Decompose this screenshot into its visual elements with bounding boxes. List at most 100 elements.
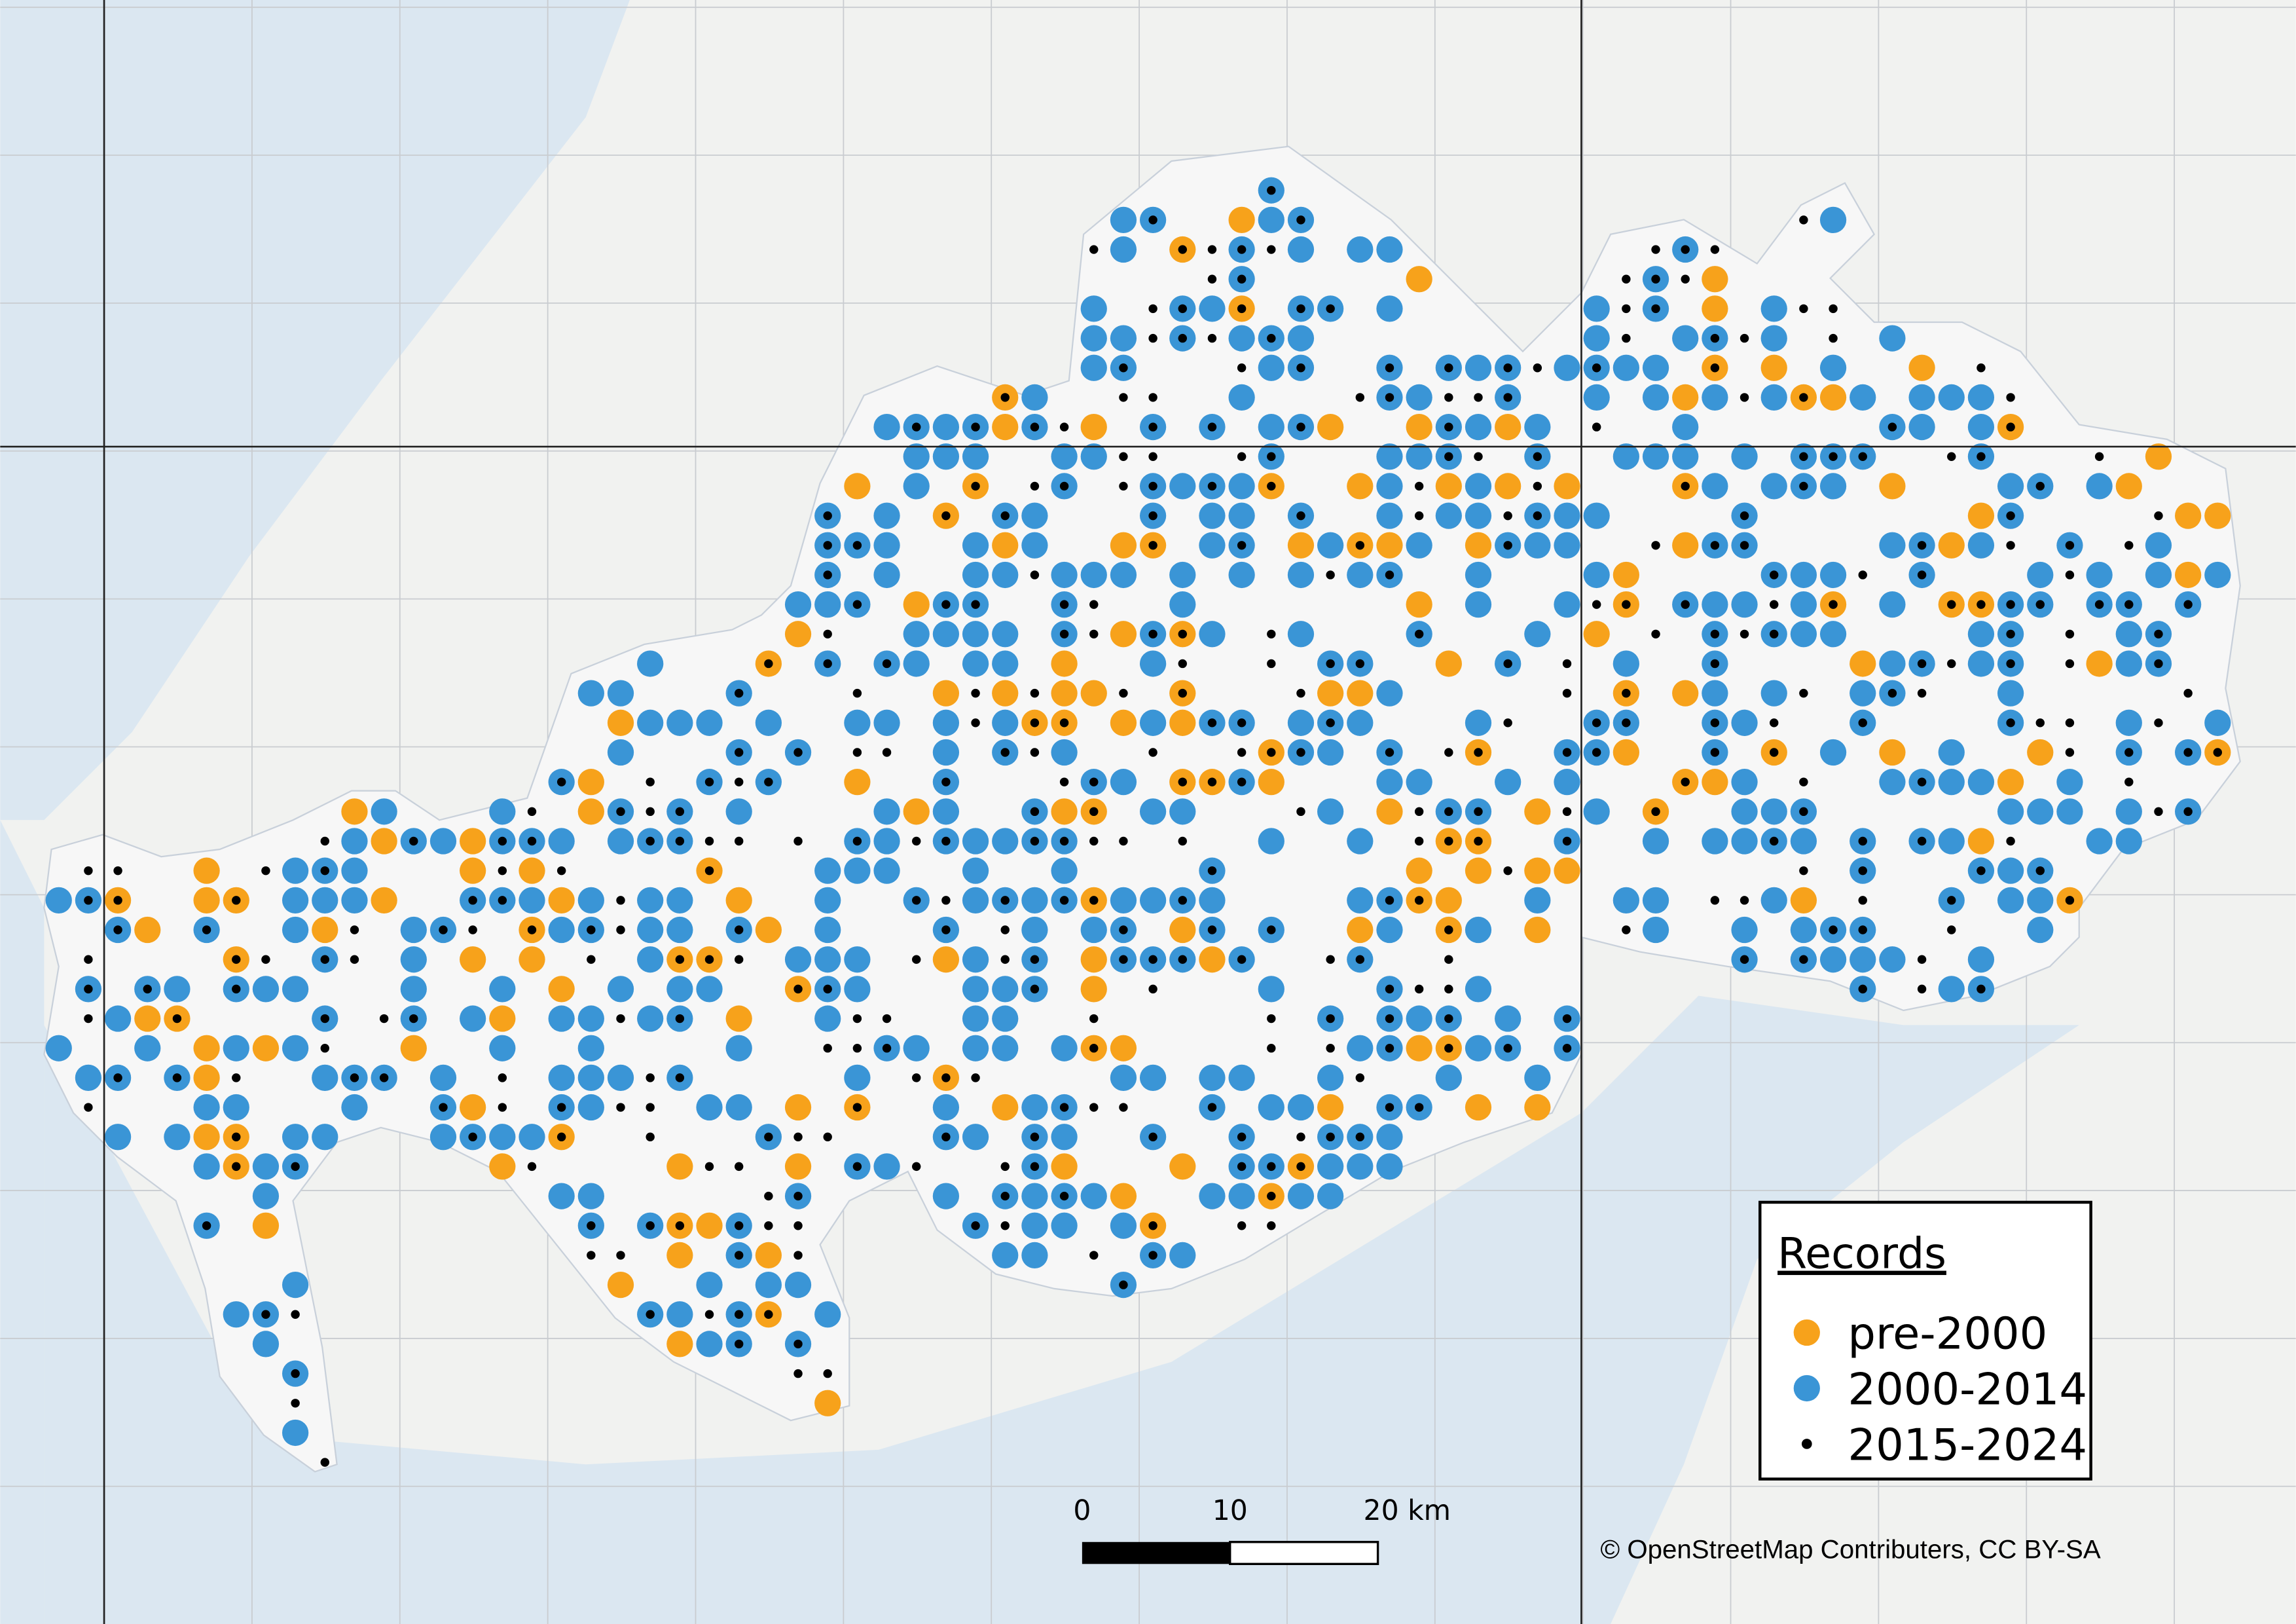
record-2000-2014 (1997, 857, 2024, 884)
record-2000-2014 (1199, 1183, 1226, 1209)
record-2000-2014 (312, 1124, 338, 1151)
record-2000-2014 (1435, 1064, 1462, 1092)
record-2000-2014 (1702, 384, 1728, 411)
record-2015-2024 (1681, 274, 1690, 284)
record-2015-2024 (1296, 688, 1305, 698)
record-2015-2024 (587, 925, 596, 934)
record-2015-2024 (734, 1339, 744, 1349)
record-2015-2024 (1858, 570, 1867, 580)
record-2015-2024 (1799, 452, 1808, 461)
record-2015-2024 (1267, 333, 1276, 343)
record-2000-2014 (1258, 206, 1285, 234)
record-2015-2024 (1148, 984, 1157, 994)
record-2000-2014 (1967, 621, 1995, 648)
record-2000-2014 (1672, 413, 1699, 441)
record-2015-2024 (1385, 748, 1394, 757)
record-2000-2014 (1376, 236, 1403, 263)
record-pre-2000 (489, 1005, 516, 1032)
record-2000-2014 (903, 1035, 930, 1061)
record-pre-2000 (1051, 798, 1078, 825)
record-pre-2000 (725, 887, 752, 913)
record-2015-2024 (1533, 511, 1542, 521)
record-2000-2014 (1051, 857, 1078, 884)
record-2000-2014 (666, 709, 693, 736)
record-2000-2014 (1110, 236, 1137, 263)
record-pre-2000 (548, 887, 575, 913)
record-2015-2024 (1592, 600, 1601, 609)
record-2015-2024 (1237, 1132, 1247, 1141)
record-pre-2000 (1938, 532, 1965, 559)
record-2015-2024 (1237, 777, 1247, 786)
record-2015-2024 (379, 1073, 389, 1082)
record-2000-2014 (2086, 561, 2113, 589)
record-2000-2014 (1731, 916, 1758, 944)
record-2015-2024 (202, 925, 211, 934)
record-2015-2024 (1444, 925, 1453, 934)
record-2000-2014 (460, 1005, 486, 1032)
record-2000-2014 (519, 887, 545, 913)
record-2015-2024 (232, 984, 241, 994)
record-2015-2024 (1444, 393, 1453, 402)
record-2000-2014 (932, 739, 960, 766)
record-2000-2014 (341, 857, 368, 884)
record-2000-2014 (1819, 621, 1847, 648)
legend-label: 2000-2014 (1848, 1364, 2087, 1415)
record-2015-2024 (793, 1369, 803, 1378)
record-2015-2024 (1148, 955, 1157, 964)
record-2015-2024 (1000, 1191, 1010, 1201)
record-2015-2024 (232, 955, 241, 964)
record-2015-2024 (616, 1251, 625, 1260)
record-2015-2024 (1178, 304, 1187, 314)
record-pre-2000 (607, 709, 634, 736)
record-2015-2024 (852, 748, 862, 757)
record-2000-2014 (992, 650, 1019, 677)
record-2000-2014 (1051, 1124, 1078, 1151)
record-2015-2024 (882, 748, 892, 757)
record-2015-2024 (232, 1132, 241, 1141)
record-2015-2024 (1237, 452, 1247, 461)
record-2015-2024 (1148, 1221, 1157, 1230)
record-2015-2024 (1119, 393, 1128, 402)
record-2000-2014 (548, 916, 575, 944)
record-2000-2014 (1879, 532, 1906, 559)
record-2000-2014 (1228, 1064, 1255, 1092)
record-2000-2014 (1583, 798, 1610, 825)
record-2015-2024 (2213, 748, 2223, 757)
record-2000-2014 (1021, 916, 1048, 944)
record-2015-2024 (468, 896, 477, 905)
record-2000-2014 (400, 946, 427, 973)
record-2000-2014 (1790, 561, 1817, 589)
record-2015-2024 (675, 1073, 685, 1082)
record-2015-2024 (971, 1221, 980, 1230)
record-2015-2024 (1444, 1043, 1453, 1053)
record-pre-2000 (992, 1094, 1019, 1121)
record-2000-2014 (548, 1183, 575, 1209)
record-2000-2014 (607, 1064, 634, 1092)
record-2000-2014 (1347, 887, 1374, 913)
record-2015-2024 (84, 866, 93, 876)
record-2000-2014 (1347, 1153, 1374, 1180)
record-2015-2024 (1178, 688, 1187, 698)
record-2015-2024 (1858, 925, 1867, 934)
record-2015-2024 (1267, 1191, 1276, 1201)
record-2015-2024 (587, 1251, 596, 1260)
record-2015-2024 (1207, 422, 1217, 432)
record-2015-2024 (1740, 333, 1749, 343)
record-2000-2014 (282, 976, 309, 1003)
record-2000-2014 (1110, 325, 1137, 352)
record-2000-2014 (1051, 1212, 1078, 1239)
record-2015-2024 (1296, 1162, 1305, 1172)
record-2000-2014 (1850, 680, 1876, 707)
record-2015-2024 (1030, 1162, 1040, 1172)
record-pre-2000 (784, 1094, 812, 1121)
record-2000-2014 (489, 976, 516, 1003)
record-2000-2014 (1731, 591, 1758, 618)
record-2015-2024 (1207, 274, 1217, 284)
record-2015-2024 (2124, 748, 2134, 757)
record-2015-2024 (1237, 541, 1247, 550)
record-2000-2014 (1258, 413, 1285, 441)
record-2000-2014 (577, 1035, 604, 1061)
record-2015-2024 (616, 1014, 625, 1024)
record-2015-2024 (2124, 777, 2134, 786)
